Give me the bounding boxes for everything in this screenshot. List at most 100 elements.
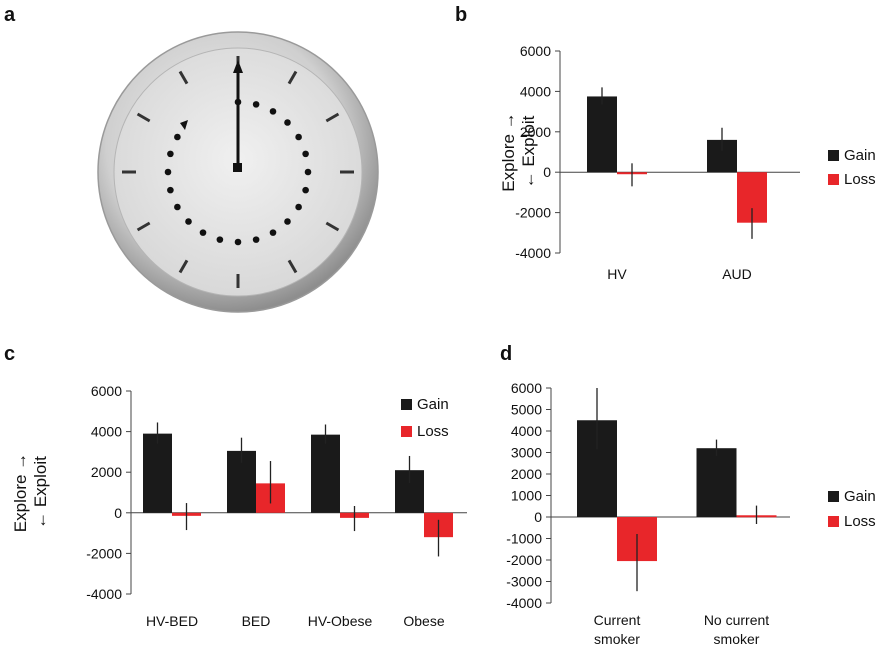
- category-label: No current: [704, 612, 769, 628]
- category-label: HV-BED: [146, 613, 198, 629]
- clock-dot: [167, 186, 174, 194]
- y-tick-label: 4000: [511, 423, 542, 439]
- clock-dot: [216, 236, 224, 243]
- gain-bar-2: [707, 139, 737, 173]
- gain-bar-1: [143, 433, 172, 513]
- legend-swatch-gain: [401, 399, 412, 410]
- y-tick-label: -1000: [506, 531, 542, 547]
- loss-bar-4: [424, 512, 453, 538]
- panel-letter-d: d: [500, 343, 513, 365]
- clock-dot: [252, 101, 260, 108]
- loss-bar-2: [736, 515, 777, 518]
- gain-bar-3: [311, 434, 340, 513]
- legend-label-loss: Loss: [844, 171, 876, 188]
- category-label: smoker: [714, 631, 760, 647]
- legend-label-loss: Loss: [417, 423, 449, 440]
- clock-tick: [178, 70, 189, 85]
- clock-tick: [325, 221, 340, 232]
- clock-dot: [174, 203, 181, 211]
- legend-label-gain: Gain: [417, 396, 449, 413]
- legend-swatch-gain: [828, 150, 839, 161]
- category-label: AUD: [722, 266, 752, 282]
- gain-bar-2: [696, 448, 737, 517]
- clock-dot: [295, 133, 302, 141]
- clock-dot: [234, 238, 242, 246]
- y-tick-label: 3000: [511, 445, 542, 461]
- clock-tick: [136, 221, 151, 232]
- category-label: Obese: [403, 613, 444, 629]
- y-tick-label: 4000: [91, 424, 122, 440]
- gain-bar-2: [227, 450, 256, 513]
- y-tick-label: 0: [534, 509, 542, 525]
- y-axis-label-line1: Explore →: [11, 453, 30, 532]
- y-tick-label: 5000: [511, 402, 542, 418]
- clock-hand-arrowhead: [233, 60, 243, 73]
- y-axis-label-line1: Explore →: [499, 112, 518, 191]
- clock-dot: [295, 203, 302, 211]
- panel-letter-b: b: [455, 4, 468, 26]
- legend-label-gain: Gain: [844, 147, 876, 164]
- y-axis-label-line2: ← Exploit: [519, 115, 538, 188]
- y-tick-label: 6000: [91, 383, 122, 399]
- y-tick-label: 2000: [511, 466, 542, 482]
- y-tick-label: 2000: [91, 464, 122, 480]
- clock-tick: [178, 259, 189, 274]
- clock-dot: [167, 150, 174, 158]
- clock-dot: [174, 133, 181, 141]
- clock-dot: [302, 186, 309, 194]
- loss-bar-1: [617, 517, 657, 562]
- y-tick-label: -4000: [515, 245, 551, 261]
- loss-bar-1: [172, 512, 201, 516]
- clock-dot: [269, 229, 277, 236]
- clock-dot: [304, 168, 312, 176]
- clock-dot: [302, 150, 309, 158]
- loss-bar-2: [256, 483, 285, 513]
- clock-tick: [136, 112, 151, 123]
- clock-path-arrowhead: [180, 120, 188, 130]
- clock-dotted-path: [164, 98, 312, 246]
- y-tick-label: 6000: [511, 380, 542, 396]
- loss-bar-1: [617, 172, 647, 175]
- y-tick-label: 0: [114, 505, 122, 521]
- y-tick-label: -2000: [515, 205, 551, 221]
- legend-label-loss: Loss: [844, 513, 876, 530]
- loss-bar-3: [340, 512, 369, 518]
- legend-swatch-loss: [828, 516, 839, 527]
- panel-letter-c: c: [4, 343, 16, 365]
- clock-dot: [284, 119, 291, 126]
- y-axis-label-line2: ← Exploit: [31, 456, 50, 529]
- category-label: HV-Obese: [308, 613, 373, 629]
- clock-dot: [252, 236, 260, 243]
- y-tick-label: 2000: [520, 124, 551, 140]
- clock-dot: [284, 218, 291, 225]
- y-tick-label: -3000: [506, 574, 542, 590]
- y-tick-label: 1000: [511, 488, 542, 504]
- y-tick-label: -2000: [506, 552, 542, 568]
- clock-tick: [325, 112, 340, 123]
- clock-tick: [287, 70, 298, 85]
- category-label: BED: [242, 613, 271, 629]
- category-label: HV: [607, 266, 627, 282]
- clock-illustration: [97, 31, 379, 313]
- y-tick-label: 0: [543, 164, 551, 180]
- clock-dot: [269, 108, 277, 115]
- clock-dot: [164, 168, 172, 176]
- panel-letter-a: a: [4, 4, 16, 26]
- y-tick-label: 6000: [520, 43, 551, 59]
- clock-hour-ticks: [122, 56, 354, 288]
- y-tick-label: -4000: [506, 595, 542, 611]
- gain-bar-4: [395, 470, 424, 513]
- category-label: Current: [594, 612, 641, 628]
- legend-swatch-loss: [401, 426, 412, 437]
- y-tick-label: -2000: [86, 545, 122, 561]
- category-label: smoker: [594, 631, 640, 647]
- gain-bar-1: [577, 420, 617, 517]
- clock-dot: [199, 229, 207, 236]
- legend-label-gain: Gain: [844, 488, 876, 505]
- y-tick-label: 4000: [520, 83, 551, 99]
- clock-dot: [185, 218, 192, 225]
- legend-swatch-gain: [828, 491, 839, 502]
- gain-bar-1: [587, 96, 617, 173]
- clock-center: [233, 163, 242, 172]
- legend-swatch-loss: [828, 174, 839, 185]
